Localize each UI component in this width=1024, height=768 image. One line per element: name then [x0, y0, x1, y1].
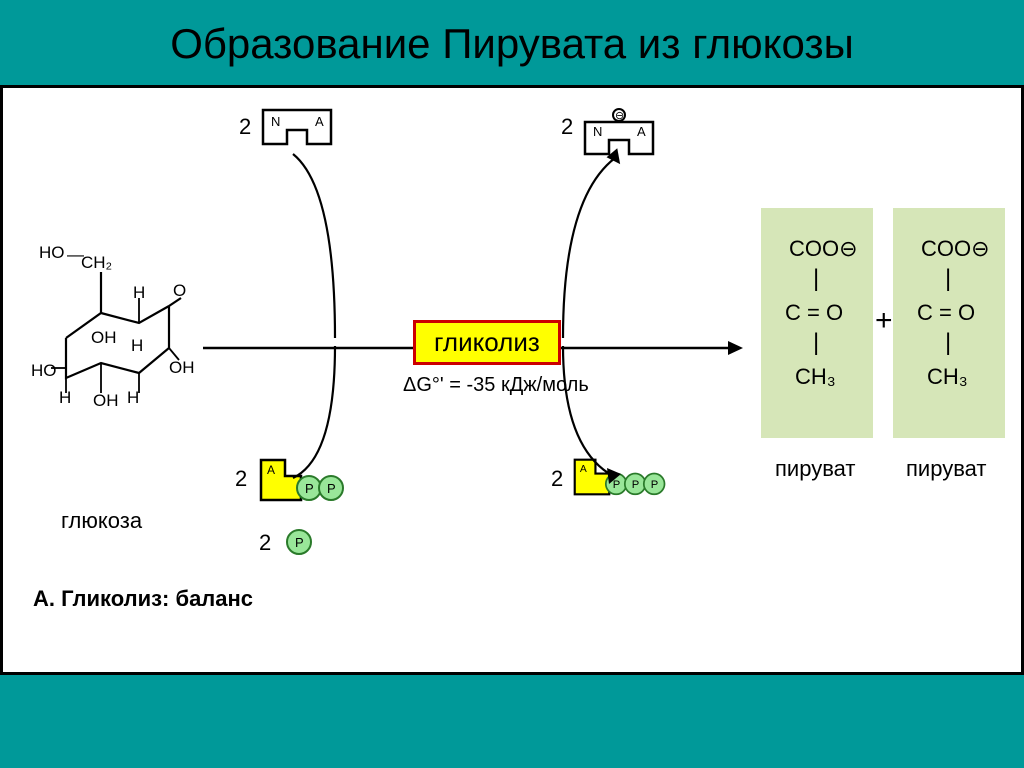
- svg-text:N: N: [593, 124, 602, 139]
- svg-text:A: A: [315, 114, 324, 129]
- glucose-label: глюкоза: [61, 508, 142, 534]
- atom-h4: H: [127, 388, 139, 407]
- atom-ch2: CH₂: [81, 253, 112, 272]
- atom-oh2: OH: [91, 328, 117, 347]
- svg-text:C = O: C = O: [917, 300, 975, 325]
- svg-text:COO⊖: COO⊖: [789, 236, 858, 261]
- svg-text:⊖: ⊖: [615, 110, 624, 122]
- curve-nad-in: [253, 138, 373, 363]
- coeff-nad-out: 2: [561, 114, 573, 140]
- glycolysis-label-box: гликолиз: [413, 320, 561, 365]
- page-title: Образование Пирувата из глюкозы: [20, 18, 1004, 71]
- atom-oh3: OH: [93, 391, 119, 410]
- glycolysis-diagram: HO CH₂ — O H OH OH H H OH HO H: [0, 85, 1024, 675]
- pyruvate-molecule-2: COO⊖ | C = O | CH₃: [893, 208, 1005, 438]
- coeff-atp-in: 2: [235, 466, 247, 492]
- atom-o-ring: O: [173, 281, 186, 300]
- svg-text:C = O: C = O: [785, 300, 843, 325]
- svg-text:|: |: [945, 329, 951, 356]
- pyruvate-label-1: пируват: [775, 456, 855, 482]
- delta-g-label: ΔG°' = -35 кДж/моль: [403, 374, 589, 397]
- atom-h2: H: [131, 336, 143, 355]
- coeff-pi: 2: [259, 530, 271, 556]
- atom-ho-top: HO: [39, 243, 65, 262]
- pyruvate-label-2: пируват: [906, 456, 986, 482]
- atom-oh1: OH: [169, 358, 195, 377]
- svg-text:|: |: [945, 265, 951, 292]
- svg-text:COO⊖: COO⊖: [921, 236, 990, 261]
- svg-text:CH₃: CH₃: [927, 364, 968, 389]
- glucose-molecule: HO CH₂ — O H OH OH H H OH HO H: [31, 228, 201, 433]
- svg-text:N: N: [271, 114, 280, 129]
- curve-atp-in: [253, 338, 373, 513]
- svg-text:A: A: [637, 124, 646, 139]
- svg-text:|: |: [813, 329, 819, 356]
- svg-text:|: |: [813, 265, 819, 292]
- phosphate-icon: P: [285, 528, 313, 556]
- svg-text:—: —: [67, 245, 84, 264]
- balance-caption: А. Гликолиз: баланс: [33, 586, 253, 612]
- coeff-nad-in: 2: [239, 114, 251, 140]
- svg-text:CH₃: CH₃: [795, 364, 836, 389]
- svg-text:P: P: [295, 535, 304, 550]
- pyruvate-molecule-1: COO⊖ | C = O | CH₃: [761, 208, 873, 438]
- curve-atp-out: [553, 338, 693, 513]
- curve-nad-out: [553, 138, 693, 363]
- atom-ho-left: HO: [31, 361, 57, 380]
- plus-sign: +: [875, 304, 893, 338]
